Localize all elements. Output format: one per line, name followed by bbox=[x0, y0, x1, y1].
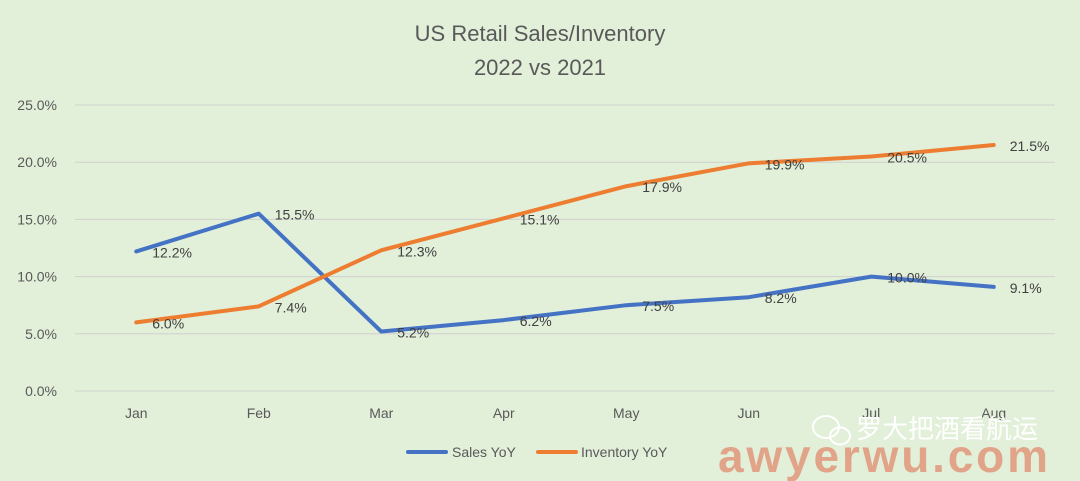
watermark-channel: 罗大把酒看航运 bbox=[856, 414, 1038, 444]
data-point-inventory bbox=[747, 161, 751, 165]
data-label-inventory: 20.5% bbox=[887, 149, 927, 165]
data-point-inventory bbox=[869, 154, 873, 158]
y-tick-label: 10.0% bbox=[17, 269, 57, 285]
data-point-inventory bbox=[992, 143, 996, 147]
y-tick-label: 15.0% bbox=[17, 211, 57, 227]
data-label-inventory: 19.9% bbox=[765, 156, 805, 172]
data-labels: 12.2% 15.5% 5.2% 6.2% 7.5% 8.2% 10.0% 9.1% 6.0% 7… bbox=[152, 138, 1049, 340]
data-point-sales bbox=[379, 330, 383, 334]
data-label-inventory: 21.5% bbox=[1010, 138, 1050, 154]
data-point-sales bbox=[257, 212, 261, 216]
legend-label-sales: Sales YoY bbox=[452, 444, 516, 460]
data-point-inventory bbox=[379, 248, 383, 252]
data-label-inventory: 15.1% bbox=[520, 211, 560, 227]
data-point-sales bbox=[502, 318, 506, 322]
data-point-inventory bbox=[502, 216, 506, 220]
data-point-inventory bbox=[624, 184, 628, 188]
chart-title-line-2: 2022 vs 2021 bbox=[474, 55, 606, 80]
y-tick-label: 25.0% bbox=[17, 97, 57, 113]
watermark-site: awyerwu.com bbox=[718, 430, 1048, 481]
x-tick-label: Jan bbox=[125, 405, 148, 421]
data-label-inventory: 7.4% bbox=[275, 299, 307, 315]
data-label-sales: 9.1% bbox=[1010, 280, 1042, 296]
series-line-inventory bbox=[134, 143, 996, 325]
data-label-sales: 7.5% bbox=[642, 298, 674, 314]
data-label-sales: 12.2% bbox=[152, 244, 192, 260]
watermark: 罗大把酒看航运 awyerwu.com bbox=[718, 414, 1048, 481]
x-tick-label: Aug bbox=[981, 405, 1006, 421]
data-label-sales: 10.0% bbox=[887, 270, 927, 286]
gridlines bbox=[75, 104, 1055, 392]
data-point-inventory bbox=[134, 320, 138, 324]
wechat-icon bbox=[812, 415, 851, 446]
x-tick-label: Jun bbox=[737, 405, 760, 421]
data-label-sales: 5.2% bbox=[397, 325, 429, 341]
y-axis-ticks: 0.0% 5.0% 10.0% 15.0% 20.0% 25.0% bbox=[17, 97, 57, 399]
data-point-sales bbox=[992, 285, 996, 289]
data-point-sales bbox=[624, 303, 628, 307]
x-tick-label: Apr bbox=[493, 405, 515, 421]
y-tick-label: 0.0% bbox=[25, 383, 57, 399]
series-lines bbox=[134, 143, 996, 334]
data-label-sales: 15.5% bbox=[275, 207, 315, 223]
data-point-inventory bbox=[257, 304, 261, 308]
y-tick-label: 5.0% bbox=[25, 326, 57, 342]
x-tick-label: May bbox=[613, 405, 639, 421]
x-tick-label: Feb bbox=[247, 405, 271, 421]
data-label-inventory: 17.9% bbox=[642, 179, 682, 195]
data-label-inventory: 6.0% bbox=[152, 315, 184, 331]
data-point-sales bbox=[134, 249, 138, 253]
series-line-sales bbox=[134, 211, 996, 334]
chart-title-line-1: US Retail Sales/Inventory bbox=[415, 21, 666, 46]
x-tick-label: Jul bbox=[862, 405, 880, 421]
data-label-sales: 8.2% bbox=[765, 290, 797, 306]
data-point-sales bbox=[869, 275, 873, 279]
x-axis-ticks: Jan Feb Mar Apr May Jun Jul Aug bbox=[125, 405, 1006, 421]
data-label-inventory: 12.3% bbox=[397, 243, 437, 259]
x-tick-label: Mar bbox=[369, 405, 393, 421]
legend: Sales YoY Inventory YoY bbox=[406, 444, 668, 460]
data-label-sales: 6.2% bbox=[520, 313, 552, 329]
data-point-sales bbox=[747, 295, 751, 299]
y-tick-label: 20.0% bbox=[17, 154, 57, 170]
legend-label-inventory: Inventory YoY bbox=[581, 444, 668, 460]
